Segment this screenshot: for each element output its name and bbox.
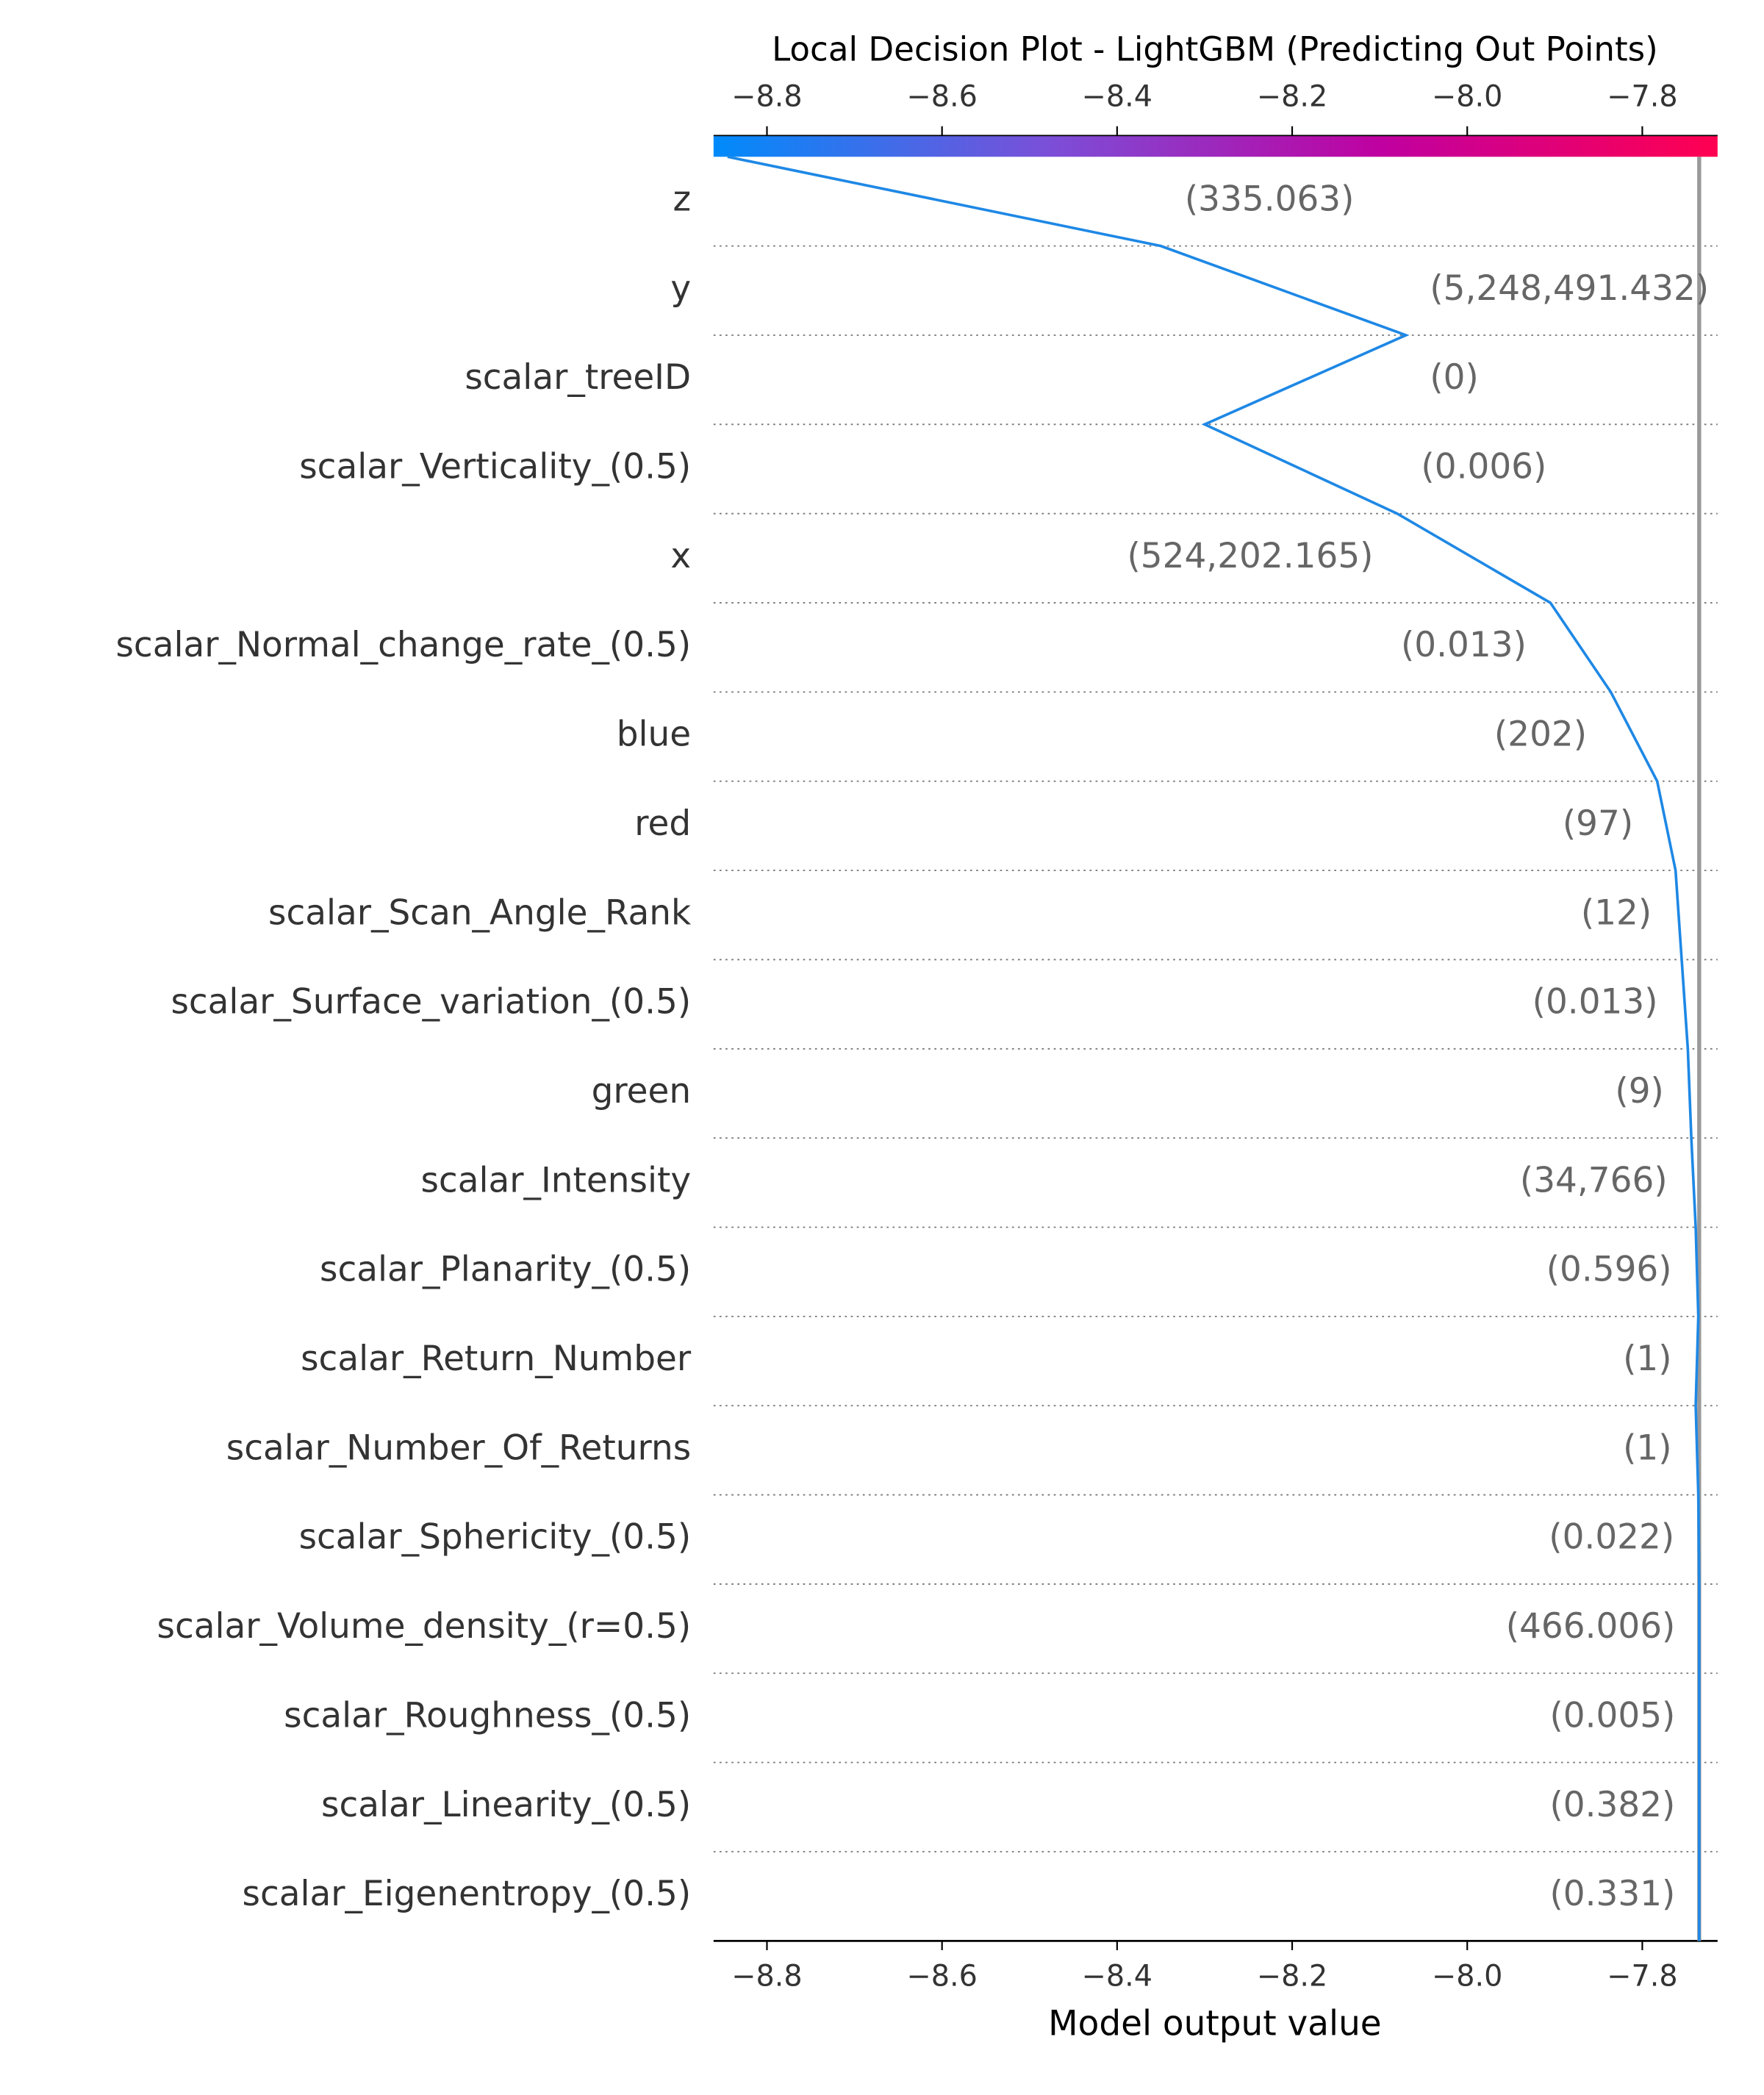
feature-label: scalar_Number_Of_Returns xyxy=(226,1428,691,1468)
x-tick-label: −8.6 xyxy=(906,1959,977,1993)
feature-label: red xyxy=(634,803,691,844)
feature-value-label: (0.596) xyxy=(1546,1250,1672,1290)
feature-value-label: (0.006) xyxy=(1421,447,1546,487)
x-tick-label: −8.4 xyxy=(1082,1959,1152,1993)
feature-label: scalar_Normal_change_rate_(0.5) xyxy=(115,625,691,665)
feature-label: scalar_Linearity_(0.5) xyxy=(321,1785,691,1825)
top-tick-label: −8.6 xyxy=(906,79,977,113)
feature-label: scalar_treeID xyxy=(465,357,691,398)
feature-label: scalar_Verticality_(0.5) xyxy=(299,447,691,487)
feature-label: y xyxy=(670,268,691,309)
top-tick-label: −8.2 xyxy=(1257,79,1327,113)
feature-value-label: (1) xyxy=(1623,1339,1671,1379)
feature-value-label: (5,248,491.432) xyxy=(1430,268,1709,309)
x-tick-label: −8.2 xyxy=(1257,1959,1327,1993)
feature-value-label: (0.331) xyxy=(1549,1874,1675,1914)
feature-value-label: (0.013) xyxy=(1532,982,1658,1023)
colorbar xyxy=(713,135,1718,157)
top-tick-label: −8.8 xyxy=(731,79,802,113)
feature-label: scalar_Return_Number xyxy=(301,1339,692,1379)
x-tick-label: −8.0 xyxy=(1432,1959,1502,1993)
feature-value-label: (0.382) xyxy=(1549,1785,1675,1825)
decision-line xyxy=(727,155,1701,1941)
feature-value-label: (466.006) xyxy=(1506,1606,1676,1647)
feature-label: scalar_Intensity xyxy=(420,1160,691,1200)
feature-label: scalar_Planarity_(0.5) xyxy=(320,1250,691,1290)
feature-value-label: (0.022) xyxy=(1549,1517,1674,1558)
chart-title: Local Decision Plot - LightGBM (Predicti… xyxy=(772,30,1658,69)
feature-value-label: (97) xyxy=(1563,803,1633,844)
feature-value-label: (524,202.165) xyxy=(1127,536,1373,576)
feature-label: scalar_Surface_variation_(0.5) xyxy=(171,982,691,1023)
feature-label: blue xyxy=(617,715,691,755)
top-tick-label: −7.8 xyxy=(1607,79,1677,113)
feature-label: scalar_Eigenentropy_(0.5) xyxy=(243,1874,692,1914)
feature-value-label: (335.063) xyxy=(1185,179,1355,219)
top-tick-label: −8.4 xyxy=(1082,79,1152,113)
top-tick-label: −8.0 xyxy=(1432,79,1502,113)
feature-label: scalar_Scan_Angle_Rank xyxy=(268,892,692,933)
x-tick-label: −8.8 xyxy=(731,1959,802,1993)
feature-value-label: (9) xyxy=(1615,1071,1663,1111)
feature-value-label: (202) xyxy=(1494,715,1587,755)
feature-value-label: (0.013) xyxy=(1401,625,1527,665)
feature-label: scalar_Roughness_(0.5) xyxy=(284,1695,691,1736)
feature-value-label: (12) xyxy=(1581,892,1652,933)
feature-value-label: (0) xyxy=(1430,357,1478,398)
feature-label: scalar_Sphericity_(0.5) xyxy=(299,1517,692,1558)
feature-value-label: (1) xyxy=(1623,1428,1671,1468)
x-axis-label: Model output value xyxy=(1048,2003,1381,2044)
feature-label: z xyxy=(673,179,692,219)
feature-value-label: (0.005) xyxy=(1549,1695,1675,1736)
feature-label: green xyxy=(592,1071,691,1111)
feature-value-label: (34,766) xyxy=(1520,1160,1668,1200)
feature-label: scalar_Volume_density_(r=0.5) xyxy=(157,1606,692,1647)
feature-label: x xyxy=(670,536,691,576)
x-tick-label: −7.8 xyxy=(1607,1959,1677,1993)
